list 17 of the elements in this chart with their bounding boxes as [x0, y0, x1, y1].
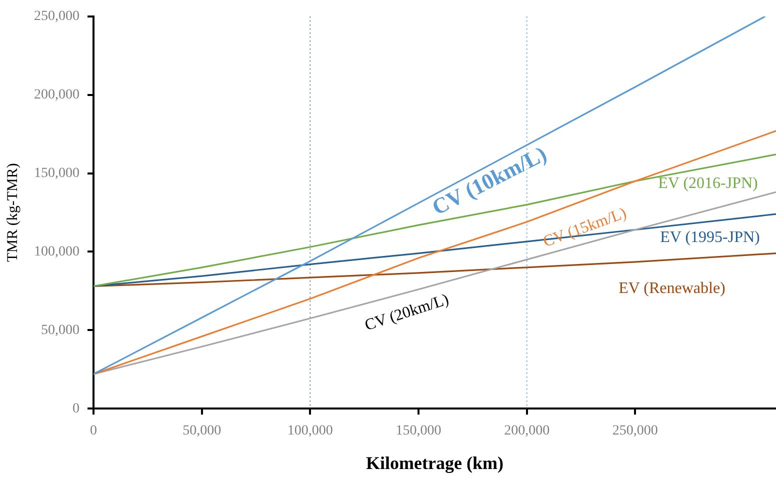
y-axis-title: TMR (kg-TMR) — [4, 163, 21, 262]
y-tick-label: 0 — [72, 401, 80, 416]
x-tick-label: 50,000 — [182, 424, 222, 439]
y-tick-label: 200,000 — [34, 88, 80, 103]
series-label: EV (2016-JPN) — [658, 175, 758, 192]
x-tick-label: 150,000 — [396, 424, 442, 439]
x-tick-label: 200,000 — [504, 424, 550, 439]
series-label: EV (1995-JPN) — [660, 229, 760, 246]
y-tick-label: 50,000 — [41, 322, 80, 338]
y-tick-label: 100,000 — [34, 244, 80, 260]
x-axis-title: Kilometrage (km) — [366, 452, 504, 473]
x-tick-label: 250,000 — [612, 424, 658, 439]
x-tick-label: 0 — [90, 424, 97, 439]
y-tick-label: 250,000 — [34, 9, 80, 24]
y-tick-label: 150,000 — [34, 166, 80, 181]
x-tick-label: 100,000 — [287, 424, 333, 439]
series-label: EV (Renewable) — [618, 280, 726, 298]
